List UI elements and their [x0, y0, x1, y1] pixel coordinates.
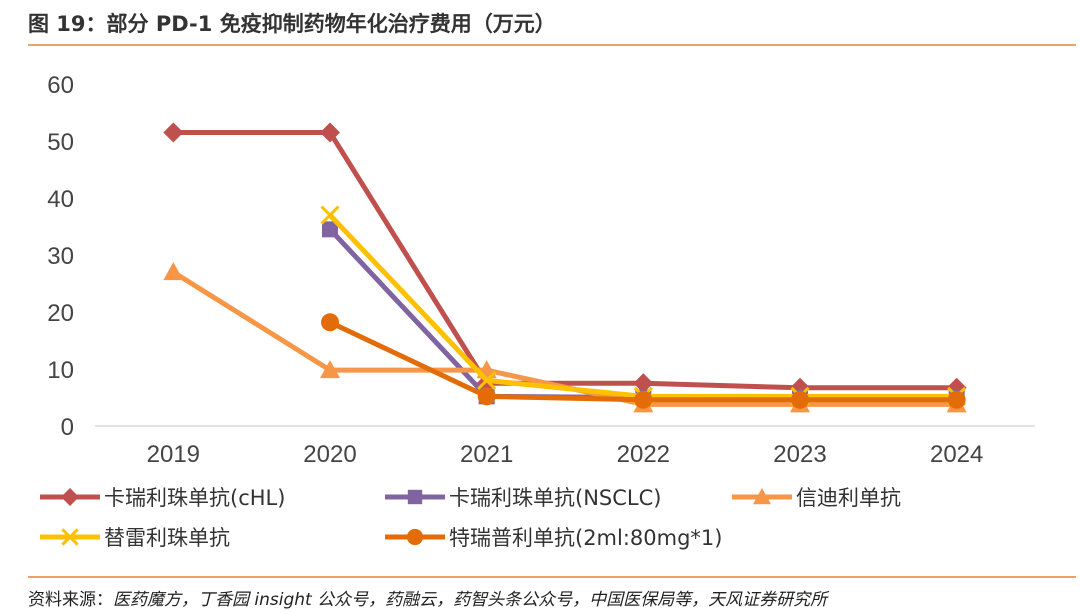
data-point — [321, 313, 339, 332]
legend-item: 替雷利珠单抗 — [38, 522, 230, 552]
y-tick-label: 20 — [47, 300, 74, 327]
data-point — [791, 390, 809, 409]
legend-swatch — [385, 489, 445, 505]
series-1 — [163, 122, 967, 398]
x-tick-label: 2021 — [460, 441, 513, 468]
data-point — [163, 262, 184, 281]
legend-label: 信迪利单抗 — [796, 486, 901, 510]
legend-item: 特瑞普利单抗(2ml:80mg*1) — [383, 522, 722, 552]
legend-marker — [61, 528, 79, 546]
legend-marker — [406, 528, 424, 546]
series-layer — [163, 122, 967, 413]
title-rule — [28, 44, 1076, 46]
y-tick-label: 10 — [47, 357, 74, 384]
y-axis: 0 10 20 30 40 50 60 — [47, 72, 74, 441]
source-items: 医药魔方，丁香园 insight 公众号，药融云，药智头条公众号，中国医保局等，… — [113, 590, 828, 610]
legend-marker — [407, 489, 423, 505]
chart-legend: 卡瑞利珠单抗(cHL) 卡瑞利珠单抗(NSCLC) 信迪利单抗替雷利珠单抗 特瑞普利单… — [38, 482, 1038, 552]
series-5 — [321, 313, 966, 409]
data-point — [320, 360, 340, 379]
y-tick-label: 0 — [61, 414, 74, 441]
legend-marker — [61, 488, 79, 506]
legend-swatch — [40, 528, 100, 546]
x-tick-label: 2019 — [147, 441, 200, 468]
legend-item: 卡瑞利珠单抗(cHL) — [38, 482, 285, 512]
line-chart: 0 10 20 30 40 50 60 2019 2020 2021 2022 2023 2024 — [47, 72, 1035, 468]
source-label: 资料来源： — [28, 590, 113, 610]
data-point — [320, 205, 340, 225]
legend-label: 卡瑞利珠单抗(NSCLC) — [449, 486, 662, 510]
y-tick-label: 30 — [47, 243, 74, 270]
data-point — [477, 370, 497, 390]
source-rule — [28, 576, 1076, 578]
legend-label: 卡瑞利珠单抗(cHL) — [104, 486, 286, 510]
legend-label: 替雷利珠单抗 — [104, 526, 230, 550]
x-tick-label: 2022 — [617, 441, 670, 468]
data-point — [322, 221, 338, 238]
data-point — [634, 390, 653, 409]
x-tick-label: 2020 — [303, 441, 356, 468]
legend-swatch — [385, 528, 445, 546]
legend-swatch — [40, 488, 100, 506]
x-tick-label: 2024 — [930, 441, 983, 468]
data-point — [320, 122, 340, 143]
data-point — [633, 373, 654, 394]
series-line — [173, 129, 957, 391]
data-point — [477, 387, 496, 406]
x-tick-label: 2023 — [773, 441, 826, 468]
figure-title: 图 19：部分 PD-1 免疫抑制药物年化治疗费用（万元） — [28, 12, 556, 36]
y-tick-label: 40 — [47, 186, 74, 213]
x-axis: 2019 2020 2021 2022 2023 2024 — [95, 425, 1035, 468]
y-tick-label: 60 — [47, 72, 74, 99]
legend-swatch — [732, 488, 792, 505]
source-note: 资料来源：医药魔方，丁香园 insight 公众号，药融云，药智头条公众号，中国… — [28, 585, 827, 610]
legend-marker — [753, 488, 771, 505]
legend-label: 特瑞普利单抗(2ml:80mg*1) — [449, 526, 723, 550]
legend-item: 信迪利单抗 — [730, 482, 901, 512]
data-point — [947, 390, 966, 409]
y-tick-label: 50 — [47, 129, 74, 156]
legend-item: 卡瑞利珠单抗(NSCLC) — [383, 482, 661, 512]
data-point — [163, 122, 184, 143]
